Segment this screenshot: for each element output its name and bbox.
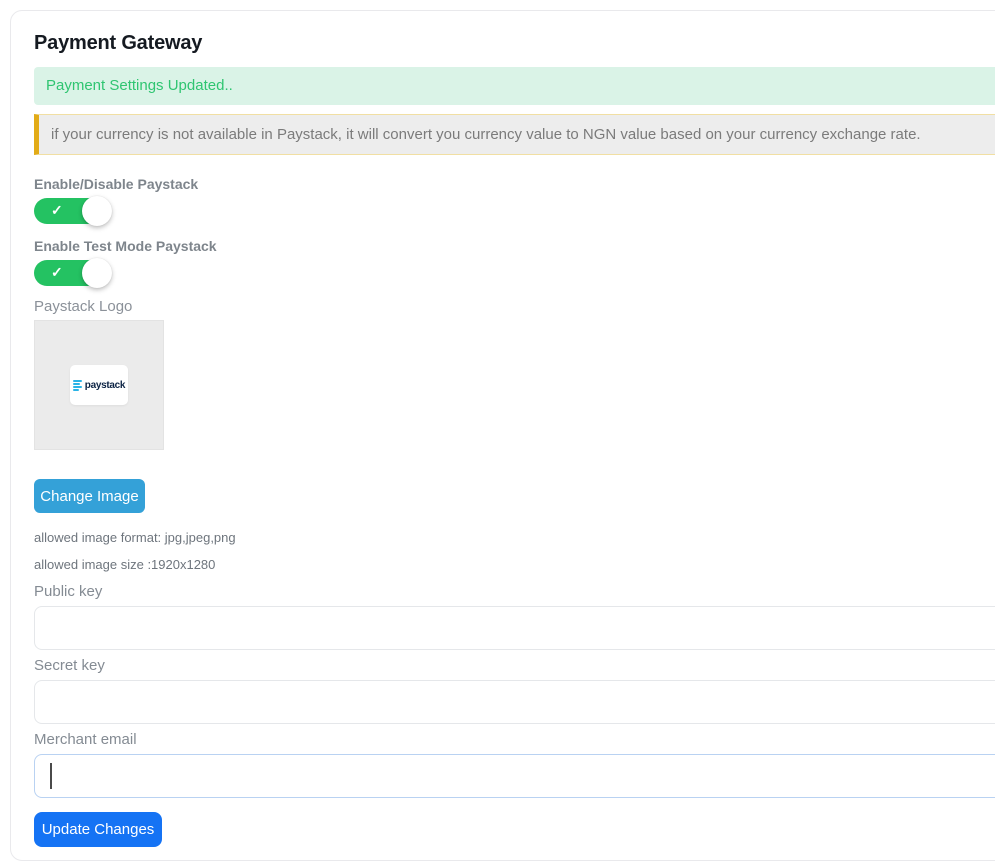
paystack-logo: paystack (70, 365, 128, 405)
update-changes-button[interactable]: Update Changes (34, 812, 162, 847)
toggle-knob (82, 196, 112, 226)
change-image-button[interactable]: Change Image (34, 479, 145, 513)
success-alert-text: Payment Settings Updated.. (46, 77, 233, 94)
paystack-brand-text: paystack (84, 379, 126, 391)
image-size-hint: allowed image size :1920x1280 (34, 557, 216, 572)
paystack-logo-label: Paystack Logo (34, 298, 133, 315)
enable-paystack-toggle[interactable]: ✓ (34, 196, 112, 226)
payment-gateway-card: Payment Gateway Payment Settings Updated… (10, 10, 995, 861)
enable-paystack-label: Enable/Disable Paystack (34, 176, 199, 192)
success-alert: Payment Settings Updated.. (34, 67, 995, 105)
paystack-logo-preview: paystack (34, 320, 164, 450)
page-title: Payment Gateway (34, 32, 203, 54)
merchant-email-input[interactable] (34, 754, 995, 798)
test-mode-paystack-label: Enable Test Mode Paystack (34, 238, 217, 254)
info-alert-text: if your currency is not available in Pay… (51, 126, 921, 143)
public-key-label: Public key (34, 583, 103, 600)
public-key-input[interactable] (34, 606, 995, 650)
check-icon: ✓ (51, 202, 63, 218)
info-alert: if your currency is not available in Pay… (34, 114, 995, 155)
merchant-email-label: Merchant email (34, 731, 137, 748)
test-mode-paystack-toggle[interactable]: ✓ (34, 258, 112, 288)
paystack-bars-icon (72, 379, 82, 391)
check-icon: ✓ (51, 264, 63, 280)
merchant-email-wrap (34, 754, 995, 798)
secret-key-label: Secret key (34, 657, 105, 674)
image-format-hint: allowed image format: jpg,jpeg,png (34, 530, 236, 545)
secret-key-input[interactable] (34, 680, 995, 724)
toggle-knob (82, 258, 112, 288)
